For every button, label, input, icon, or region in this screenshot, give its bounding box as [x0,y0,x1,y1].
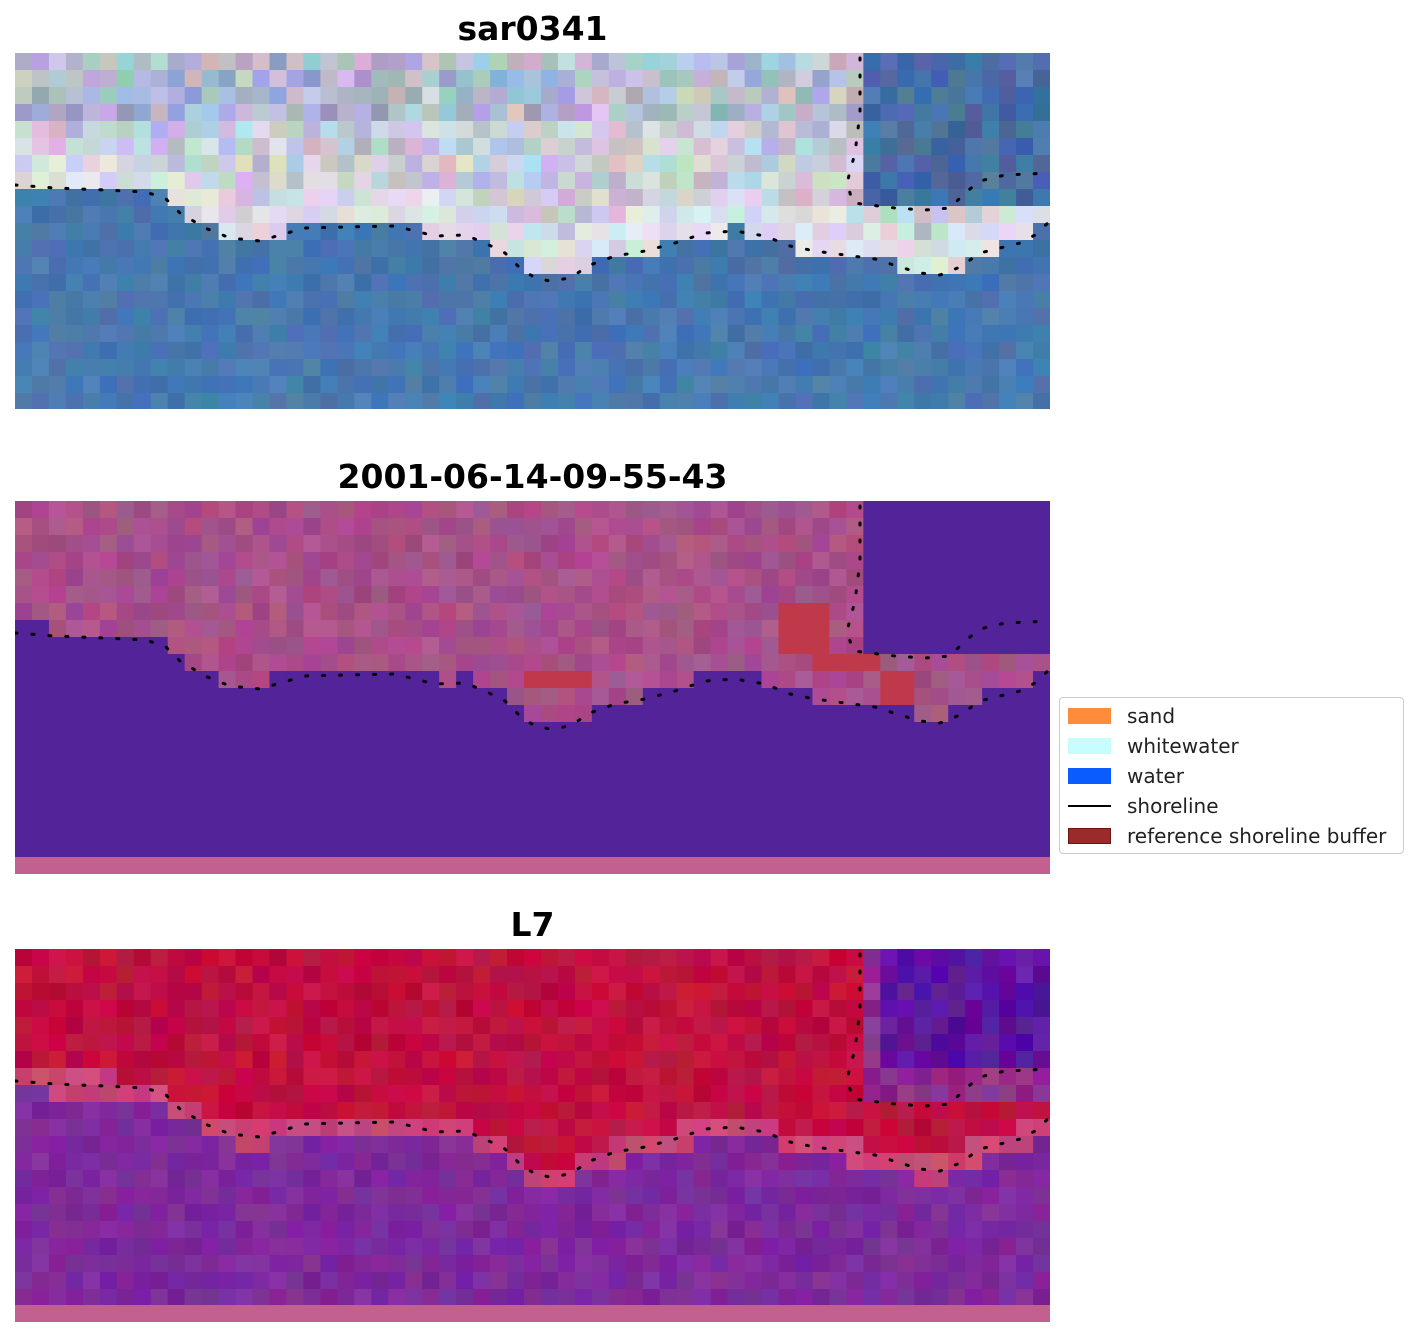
reference-buffer-swatch [1068,828,1111,844]
shoreline-dotted-line-north [845,952,1050,1108]
shoreline-dotted-line [15,1079,1050,1179]
rgb-image-panel [15,53,1050,409]
legend-label: water [1127,764,1184,788]
legend: sand whitewater water shoreline referenc… [1059,697,1404,854]
nodata-strip [15,857,1050,874]
legend-label: sand [1127,704,1176,728]
panel-title-falsecolor: L7 [510,905,555,944]
sand-swatch [1068,708,1111,724]
whitewater-swatch [1068,738,1111,754]
falsecolor-image-panel [15,949,1050,1322]
rgb-pixel-grid [15,53,1050,409]
nodata-strip [15,1305,1050,1322]
legend-label: shoreline [1127,794,1219,818]
classified-pixel-grid [15,501,1050,859]
legend-label: whitewater [1127,734,1239,758]
legend-item-whitewater: whitewater [1068,734,1239,758]
shoreline-dotted-line [15,631,1050,731]
legend-item-water: water [1068,764,1184,788]
panel-title-rgb: sar0341 [457,9,608,48]
shoreline-dotted-line-north [845,504,1050,660]
classified-image-panel [15,501,1050,874]
rgb-satellite-image [15,53,1050,409]
classified-image [15,501,1050,874]
falsecolor-image [15,949,1050,1322]
legend-item-shoreline: shoreline [1068,794,1219,818]
water-swatch [1068,768,1111,784]
panel-title-classified: 2001-06-14-09-55-43 [337,457,728,496]
legend-item-sand: sand [1068,704,1175,728]
legend-item-reference-buffer: reference shoreline buffer [1068,824,1386,848]
falsecolor-pixel-grid [15,949,1050,1307]
legend-label: reference shoreline buffer [1127,824,1387,848]
shoreline-swatch [1068,805,1111,807]
shoreline-dotted-line-north [845,56,1050,212]
shoreline-dotted-line [15,183,1050,283]
